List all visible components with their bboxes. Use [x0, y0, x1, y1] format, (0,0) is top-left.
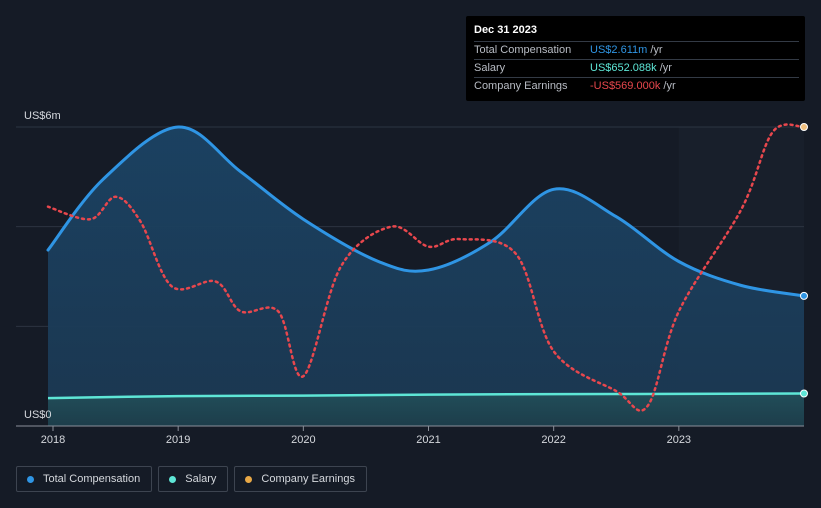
tooltip-label: Salary: [474, 62, 506, 74]
tooltip: Dec 31 2023 Total Compensation US$2.611m…: [466, 16, 805, 101]
tooltip-value: US$652.088k: [590, 62, 657, 74]
legend-dot-icon: [169, 475, 177, 483]
tooltip-row-salary: Salary US$652.088k /yr: [474, 59, 799, 78]
legend-item-salary[interactable]: Salary: [158, 466, 229, 492]
total-compensation-end-marker[interactable]: [800, 291, 808, 300]
total-compensation-area: [48, 126, 804, 426]
x-tick-label: 2021: [416, 434, 440, 446]
total-compensation-line: [46, 125, 806, 298]
tooltip-value: -US$569.000k: [590, 80, 661, 92]
y-axis-label-bottom: US$0: [24, 409, 52, 421]
company-earnings-end-marker[interactable]: [800, 123, 808, 131]
legend-label: Total Compensation: [43, 473, 141, 485]
x-axis-ticks: 2018 2019 2020 2021 2022 2023: [41, 426, 691, 446]
salary-line: [47, 392, 805, 400]
salary-area: [48, 393, 804, 426]
tooltip-row-company-earnings: Company Earnings -US$569.000k /yr: [474, 77, 799, 96]
tooltip-label: Total Compensation: [474, 44, 572, 56]
legend-label: Company Earnings: [261, 473, 355, 485]
x-tick-label: 2019: [166, 434, 190, 446]
tooltip-label: Company Earnings: [474, 80, 568, 92]
tooltip-unit: /yr: [647, 44, 663, 56]
legend: Total Compensation Salary Company Earnin…: [16, 466, 367, 492]
legend-dot-icon: [27, 475, 34, 483]
legend-dot-icon: [245, 475, 253, 483]
tooltip-unit: /yr: [656, 62, 672, 74]
y-axis-label-top: US$6m: [24, 110, 61, 122]
tooltip-unit: /yr: [660, 80, 676, 92]
legend-item-company-earnings[interactable]: Company Earnings: [234, 466, 367, 492]
tooltip-row-total-compensation: Total Compensation US$2.611m /yr: [474, 41, 799, 60]
x-tick-label: 2018: [41, 434, 65, 446]
salary-end-marker[interactable]: [800, 389, 808, 398]
x-tick-label: 2022: [541, 434, 565, 446]
tooltip-value: US$2.611m: [590, 44, 648, 56]
tooltip-value-wrap: -US$569.000k /yr: [590, 78, 676, 95]
legend-item-total-compensation[interactable]: Total Compensation: [16, 466, 153, 492]
tooltip-value-wrap: US$2.611m /yr: [590, 42, 663, 59]
tooltip-date: Dec 31 2023: [474, 24, 537, 36]
tooltip-value-wrap: US$652.088k /yr: [590, 60, 672, 77]
company-earnings-line: [46, 123, 806, 412]
legend-label: Salary: [185, 473, 217, 485]
x-tick-label: 2023: [667, 434, 691, 446]
x-tick-label: 2020: [291, 434, 315, 446]
